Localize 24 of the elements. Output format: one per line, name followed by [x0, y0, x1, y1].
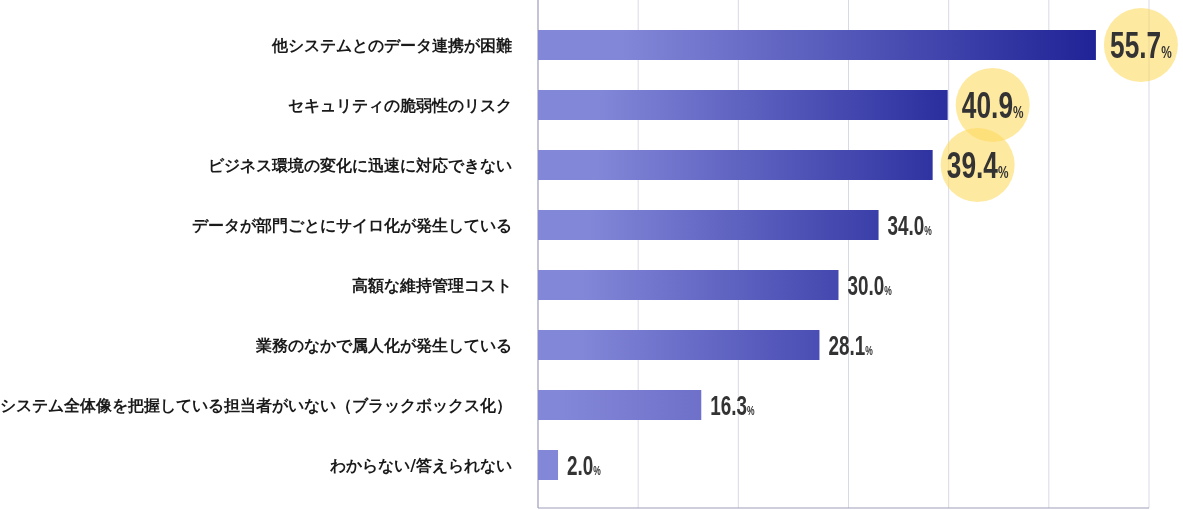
- data-label: 34.0%: [887, 210, 933, 241]
- y-tick-label: システム全体像を把握している担当者がいない（ブラックボックス化）: [0, 396, 512, 415]
- bar: [538, 390, 702, 420]
- bar: [538, 270, 839, 300]
- y-tick-label: 業務のなかで属人化が発生している: [255, 336, 512, 355]
- bar: [538, 30, 1096, 60]
- data-label: 40.9%: [961, 84, 1024, 127]
- data-label: 55.7%: [1110, 24, 1172, 67]
- data-label: 30.0%: [847, 270, 893, 301]
- y-tick-label: わからない/答えられない: [329, 456, 512, 475]
- data-label: 39.4%: [946, 144, 1009, 187]
- y-tick-label: データが部門ごとにサイロ化が発生している: [192, 216, 512, 235]
- y-tick-label: 他システムとのデータ連携が困難: [271, 36, 512, 55]
- data-label: 16.3%: [710, 390, 756, 421]
- bar: [538, 210, 879, 240]
- data-label: 2.0%: [567, 450, 602, 481]
- bar: [538, 450, 559, 480]
- y-tick-label: ビジネス環境の変化に迅速に対応できない: [208, 155, 512, 175]
- data-label: 28.1%: [828, 330, 874, 361]
- bar: [538, 330, 820, 360]
- y-tick-label: 高額な維持管理コスト: [352, 275, 512, 295]
- y-tick-label: セキュリティの脆弱性のリスク: [288, 96, 512, 115]
- bar: [538, 90, 948, 120]
- bar: [538, 150, 933, 180]
